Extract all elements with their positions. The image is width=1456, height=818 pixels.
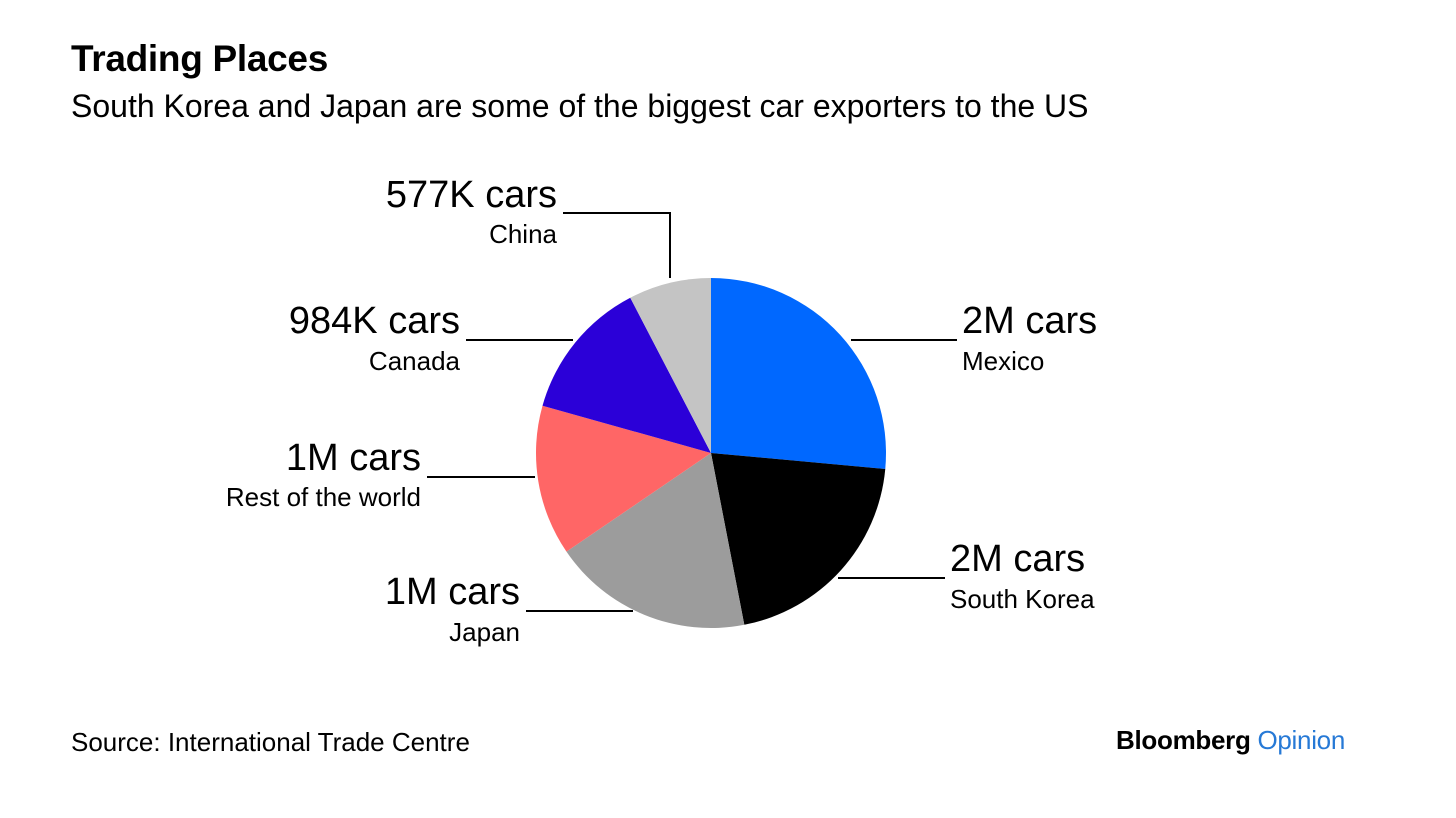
leader-line-china <box>563 212 671 278</box>
slice-category-label-canada: Canada <box>369 346 461 376</box>
slice-category-label-japan: Japan <box>449 617 520 647</box>
pie-slice-china <box>630 278 711 453</box>
slice-category-label-china: China <box>489 219 557 249</box>
pie-slice-south-korea <box>711 453 886 625</box>
slice-value-label-rest-of-the-world: 1M cars <box>286 437 421 479</box>
brand-logo: Bloomberg Opinion <box>1116 725 1345 756</box>
slice-value-label-japan: 1M cars <box>385 571 520 613</box>
slice-value-label-china: 577K cars <box>386 174 557 216</box>
pie-slice-japan <box>566 453 745 629</box>
slice-category-label-rest-of-the-world: Rest of the world <box>226 482 421 512</box>
brand-primary: Bloomberg <box>1116 725 1251 755</box>
pie-slice-canada <box>542 297 711 453</box>
pie-slice-rest-of-the-world <box>535 405 711 552</box>
slice-category-label-mexico: Mexico <box>962 346 1044 376</box>
source-note: Source: International Trade Centre <box>71 727 470 757</box>
chart-subtitle: South Korea and Japan are some of the bi… <box>71 88 1089 124</box>
slice-category-label-south-korea: South Korea <box>950 584 1095 614</box>
pie-slice-mexico <box>711 278 886 469</box>
chart-title: Trading Places <box>71 38 328 79</box>
brand-secondary: Opinion <box>1257 725 1345 755</box>
slice-value-label-canada: 984K cars <box>289 300 460 342</box>
slice-value-label-south-korea: 2M cars <box>950 538 1085 580</box>
slice-value-label-mexico: 2M cars <box>962 300 1097 342</box>
